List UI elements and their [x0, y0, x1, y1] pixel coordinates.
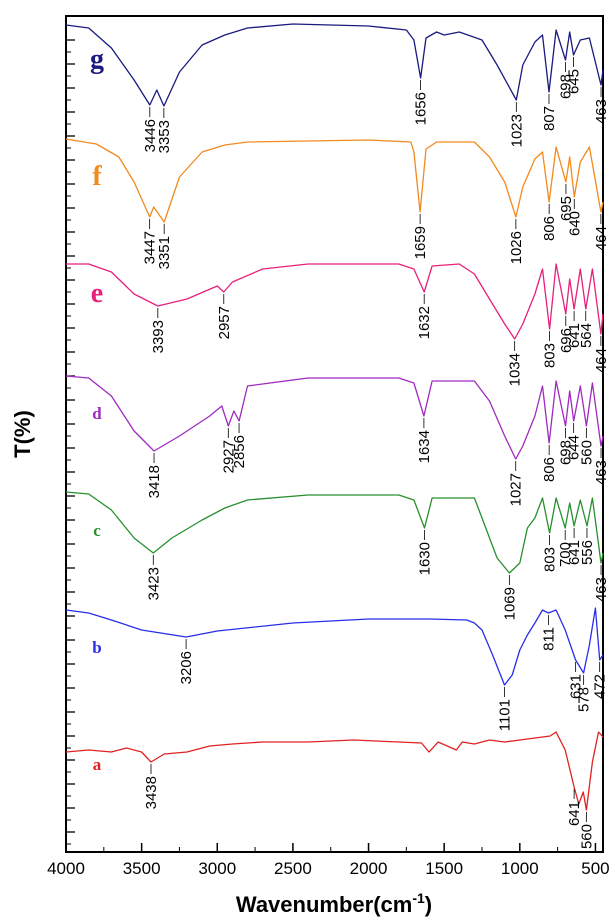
peak-label-g-1023: 1023: [508, 114, 525, 147]
peak-label-g-645: 645: [566, 69, 583, 94]
peak-label-c-556: 556: [579, 540, 596, 565]
peak-label-a-3438: 3438: [143, 776, 160, 809]
peak-label-g-807: 807: [541, 106, 558, 131]
x-tick-label: 2500: [274, 859, 312, 878]
series-line-c: [65, 491, 604, 574]
peak-label-e-2957: 2957: [216, 306, 233, 339]
peak-label-e-641: 641: [566, 323, 583, 348]
peak-label-f-3447: 3447: [142, 231, 159, 264]
series-letter-f: f: [92, 161, 102, 192]
peak-label-g-1656: 1656: [413, 92, 430, 125]
peak-label-g-3446: 3446: [142, 119, 159, 152]
peak-label-e-803: 803: [542, 343, 559, 368]
series-letter-b: b: [92, 638, 101, 657]
peak-label-b-1101: 1101: [497, 699, 514, 731]
x-axis-ticks: 4000 3500 3000 2500 2000 1500 1000 500: [47, 843, 610, 878]
series-line-b: [65, 607, 604, 686]
series-letter-g: g: [90, 44, 104, 75]
series-line-f: [65, 138, 604, 223]
peak-label-b-578: 578: [576, 687, 593, 712]
peak-label-e-696: 696: [558, 328, 575, 353]
peak-label-d-2927: 2927: [220, 440, 237, 473]
x-tick-label: 500: [581, 859, 609, 878]
peak-label-g-698: 698: [558, 74, 575, 99]
peak-label-d-2856: 2856: [231, 435, 248, 468]
peak-label-e-1632: 1632: [416, 306, 433, 339]
peak-label-c-3423: 3423: [145, 567, 162, 600]
peak-label-b-811: 811: [540, 627, 557, 651]
peak-label-g-463: 463: [593, 99, 610, 124]
series-letters: g f e d c b a: [90, 44, 104, 774]
peak-label-c-700: 700: [557, 542, 574, 567]
peak-label-d-806: 806: [541, 457, 558, 482]
peak-label-f-1659: 1659: [412, 226, 429, 259]
x-tick-label: 3000: [198, 859, 236, 878]
peak-label-g-3353: 3353: [156, 120, 173, 153]
peak-label-e-1034: 1034: [507, 353, 524, 386]
peak-label-f-464: 464: [593, 226, 610, 251]
peak-label-e-564: 564: [578, 323, 595, 348]
series-letter-d: d: [92, 404, 102, 423]
x-tick-label: 4000: [47, 859, 85, 878]
peak-label-c-463: 463: [593, 577, 610, 602]
series-line-a: [65, 731, 604, 811]
peak-label-f-640: 640: [566, 211, 583, 236]
peak-label-a-560: 560: [578, 824, 595, 849]
peak-label-e-3393: 3393: [150, 320, 167, 353]
series-line-d: [65, 375, 604, 460]
peak-label-b-3206: 3206: [178, 651, 195, 684]
peak-label-c-1630: 1630: [417, 542, 434, 575]
peak-label-b-472: 472: [592, 674, 609, 699]
series-letter-a: a: [93, 755, 102, 774]
peak-label-d-3418: 3418: [146, 465, 163, 498]
peak-label-f-3351: 3351: [156, 236, 173, 269]
y-axis-ticks: [66, 39, 75, 845]
y-axis-title: T(%): [10, 410, 35, 458]
plot-frame: [65, 15, 604, 853]
peak-label-d-560: 560: [578, 440, 595, 465]
peak-label-d-644: 644: [566, 435, 583, 460]
peak-label-d-1027: 1027: [508, 473, 525, 506]
x-axis-title: Wavenumber(cm-1): [236, 890, 432, 917]
peak-label-d-698: 698: [558, 440, 575, 465]
x-tick-label: 3500: [123, 859, 161, 878]
peak-label-d-463: 463: [593, 460, 610, 485]
peak-label-d-1634: 1634: [416, 430, 433, 463]
peak-label-e-464: 464: [593, 348, 610, 373]
peak-label-f-695: 695: [558, 196, 575, 221]
series-line-e: [66, 263, 604, 340]
x-tick-label: 1500: [425, 859, 463, 878]
x-tick-label: 1000: [501, 859, 539, 878]
x-tick-label: 2000: [350, 859, 388, 878]
series-lines: [65, 23, 604, 811]
series-letter-c: c: [93, 521, 101, 540]
peak-label-c-803: 803: [542, 547, 559, 572]
peak-label-b-631: 631: [568, 674, 585, 699]
peak-label-a-641: 641: [566, 801, 583, 826]
peak-label-c-1069: 1069: [501, 587, 518, 620]
series-line-g: [65, 23, 604, 107]
peak-label-c-641: 641: [566, 540, 583, 565]
series-letter-e: e: [91, 278, 103, 309]
peak-label-f-1026: 1026: [508, 231, 525, 264]
peak-label-f-806: 806: [541, 216, 558, 241]
